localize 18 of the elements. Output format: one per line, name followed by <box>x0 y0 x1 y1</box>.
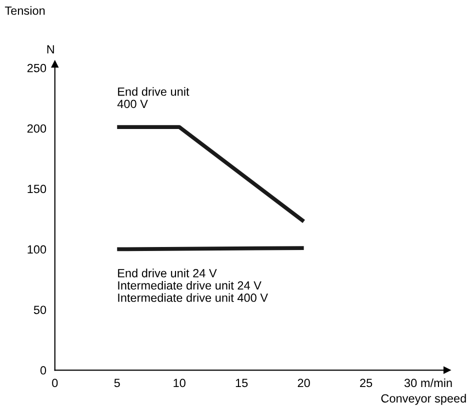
x-tick-label: 30 m/min <box>404 378 452 388</box>
x-tick-label: 20 <box>298 378 310 388</box>
x-tick-label: 0 <box>52 378 58 388</box>
y-tick-label: 0 <box>40 366 46 375</box>
y-tick-label: 100 <box>28 245 46 254</box>
x-tick-label: 25 <box>360 378 372 388</box>
y-axis-title: Tension <box>4 6 45 15</box>
text: N <box>47 45 54 54</box>
x-tick-label: 15 <box>236 378 248 388</box>
series-label: End drive unit 400 V <box>117 87 190 108</box>
y-tick-label: 50 <box>34 306 46 314</box>
y-tick-label: 250 <box>27 64 46 72</box>
x-axis-title: Conveyor speed <box>381 394 466 405</box>
x-tick-label: 10 <box>174 378 186 388</box>
y-tick-label: 150 <box>28 184 46 194</box>
x-tick-label: 5 <box>114 378 120 388</box>
y-tick-label: 200 <box>27 124 46 133</box>
series-label: End drive unit 24 V Intermediate drive unit 24 V Intermediate drive unit 400 V <box>118 268 268 302</box>
